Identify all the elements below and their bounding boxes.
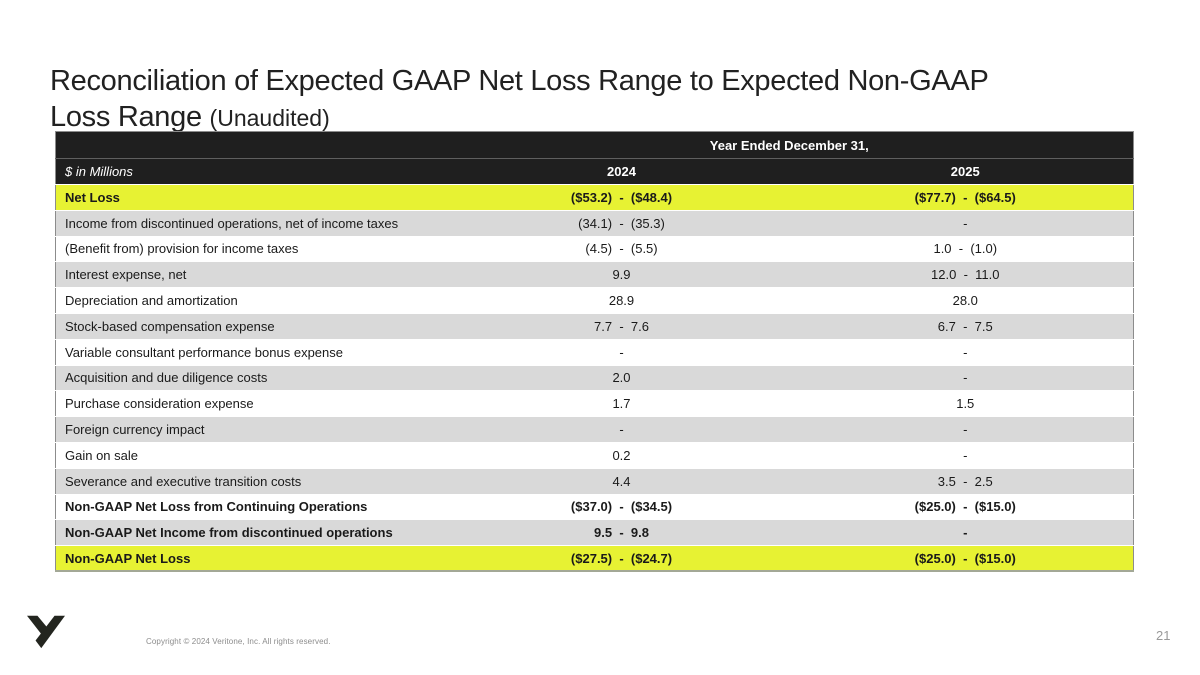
row-value-2025: ($25.0) - ($15.0): [797, 545, 1134, 572]
row-value-2025: 3.5 - 2.5: [797, 467, 1134, 495]
row-value-2025: 28.0: [797, 287, 1134, 314]
row-value-2024: 1.7: [445, 390, 798, 417]
year-header-2024: 2024: [607, 164, 636, 179]
row-label: Non-GAAP Net Income from discontinued op…: [55, 519, 446, 546]
table-row: (Benefit from) provision for income taxe…: [55, 235, 1134, 262]
row-label: Variable consultant performance bonus ex…: [55, 338, 446, 366]
row-label: Depreciation and amortization: [55, 287, 446, 314]
copyright-text: Copyright © 2024 Veritone, Inc. All righ…: [146, 637, 331, 646]
row-value-2024: 0.2: [445, 441, 798, 469]
table-row: Non-GAAP Net Loss ($27.5) - ($24.7) ($25…: [55, 545, 1134, 572]
row-value-2024: -: [445, 416, 798, 443]
table-row: Non-GAAP Net Loss from Continuing Operat…: [55, 493, 1134, 520]
row-value-2024: ($37.0) - ($34.5): [445, 493, 798, 520]
column-header-row: $ in Millions 2024 2025: [55, 158, 1134, 185]
row-value-2024: 7.7 - 7.6: [445, 312, 798, 340]
row-value-2024: 9.5 - 9.8: [445, 519, 798, 546]
row-value-2025: -: [797, 209, 1134, 237]
title-line1: Reconciliation of Expected GAAP Net Loss…: [50, 65, 989, 98]
row-value-2024: (34.1) - (35.3): [445, 209, 798, 237]
row-label: Severance and executive transition costs: [55, 467, 446, 495]
span-header-row: Year Ended December 31,: [55, 131, 1134, 159]
row-value-2025: 1.0 - (1.0): [797, 235, 1134, 262]
row-value-2025: 12.0 - 11.0: [797, 261, 1134, 288]
span-header-cell: Year Ended December 31,: [445, 131, 1134, 159]
table-row: Net Loss ($53.2) - ($48.4) ($77.7) - ($6…: [55, 184, 1134, 211]
table-row: Non-GAAP Net Income from discontinued op…: [55, 519, 1134, 546]
row-value-2024: (4.5) - (5.5): [445, 235, 798, 262]
table-row: Variable consultant performance bonus ex…: [55, 338, 1134, 366]
table-row: Interest expense, net 9.9 12.0 - 11.0: [55, 261, 1134, 288]
title-line2: Loss Range: [50, 101, 202, 134]
row-label: Foreign currency impact: [55, 416, 446, 443]
row-value-2024: 9.9: [445, 261, 798, 288]
row-label: Purchase consideration expense: [55, 390, 446, 417]
row-label: Non-GAAP Net Loss: [55, 545, 446, 572]
page-title: Reconciliation of Expected GAAP Net Loss…: [50, 63, 1160, 136]
row-value-2025: ($77.7) - ($64.5): [797, 184, 1134, 211]
row-label: Net Loss: [55, 184, 446, 211]
row-value-2025: 1.5: [797, 390, 1134, 417]
table-body: Net Loss ($53.2) - ($48.4) ($77.7) - ($6…: [55, 184, 1134, 572]
row-value-2024: 2.0: [445, 364, 798, 391]
row-label: Acquisition and due diligence costs: [55, 364, 446, 391]
table-row: Gain on sale 0.2 -: [55, 441, 1134, 469]
table-row: Purchase consideration expense 1.7 1.5: [55, 390, 1134, 417]
table-header: Year Ended December 31, $ in Millions 20…: [55, 131, 1134, 185]
title-unaudited-suffix: (Unaudited): [209, 105, 330, 132]
row-value-2024: ($53.2) - ($48.4): [445, 184, 798, 211]
row-label: Income from discontinued operations, net…: [55, 209, 446, 237]
row-value-2025: 6.7 - 7.5: [797, 312, 1134, 340]
row-label: Interest expense, net: [55, 261, 446, 288]
row-value-2024: -: [445, 338, 798, 366]
row-value-2024: 4.4: [445, 467, 798, 495]
row-value-2025: -: [797, 364, 1134, 391]
unit-label-cell: $ in Millions: [65, 164, 133, 179]
row-value-2024: ($27.5) - ($24.7): [445, 545, 798, 572]
row-label: Non-GAAP Net Loss from Continuing Operat…: [55, 493, 446, 520]
row-label: Stock-based compensation expense: [55, 312, 446, 340]
row-label: Gain on sale: [55, 441, 446, 469]
table-row: Income from discontinued operations, net…: [55, 209, 1134, 237]
row-value-2025: -: [797, 519, 1134, 546]
year-header-2025: 2025: [950, 164, 980, 179]
row-value-2025: -: [797, 338, 1134, 366]
page-number: 21: [1156, 628, 1171, 643]
veritone-v-logo-icon: [27, 615, 65, 649]
row-label: (Benefit from) provision for income taxe…: [55, 235, 446, 262]
row-value-2024: 28.9: [445, 287, 798, 314]
reconciliation-table: Year Ended December 31, $ in Millions 20…: [55, 131, 1135, 573]
table-row: Acquisition and due diligence costs 2.0 …: [55, 364, 1134, 391]
row-value-2025: ($25.0) - ($15.0): [797, 493, 1134, 520]
table-row: Severance and executive transition costs…: [55, 467, 1134, 495]
span-header-spacer: [55, 131, 446, 159]
table-row: Foreign currency impact - -: [55, 416, 1134, 443]
row-value-2025: -: [797, 416, 1134, 443]
table-row: Stock-based compensation expense 7.7 - 7…: [55, 312, 1134, 340]
row-value-2025: -: [797, 441, 1134, 469]
table-row: Depreciation and amortization 28.9 28.0: [55, 287, 1134, 314]
